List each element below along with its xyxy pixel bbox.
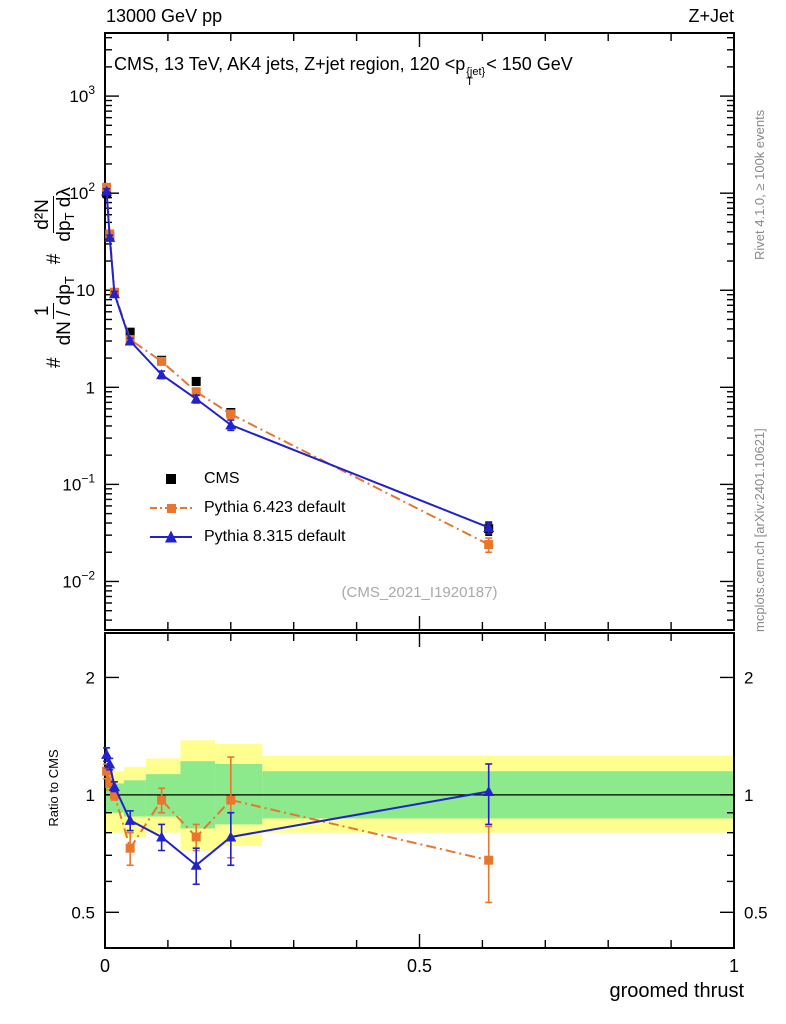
ylabel-frac2-den-text2: dλ — [54, 187, 76, 213]
svg-text:0: 0 — [100, 956, 110, 976]
rivet-version-note: Rivet 4.1.0, ≥ 100k events — [752, 109, 767, 260]
main-y-axis-label: # 1 dN / dpT # d²N dpT dλ — [12, 32, 98, 368]
svg-text:1: 1 — [86, 786, 95, 805]
x-axis-label: groomed thrust — [609, 980, 744, 1002]
ratio-series-pythia8 — [101, 747, 495, 886]
ylabel-hash-2: # — [44, 253, 65, 265]
svg-text:10: 10 — [76, 281, 95, 300]
ylabel-fraction-1: 1 dN / dpT — [31, 273, 79, 348]
legend-label-pythia8: Pythia 8.315 default — [204, 527, 346, 545]
ylabel-frac1-den-sub: T — [62, 276, 78, 285]
svg-text:1: 1 — [86, 378, 95, 397]
legend: CMS Pythia 6.423 default Pythia 8.315 de… — [148, 464, 345, 551]
pythia6-dashdot-square-icon — [150, 503, 192, 513]
svg-text:10−2: 10−2 — [62, 568, 95, 591]
main-series-pythia8 — [101, 185, 495, 535]
legend-label-cms: CMS — [204, 469, 240, 487]
svg-text:0.5: 0.5 — [71, 903, 95, 922]
ylabel-fraction-2: d²N dpT dλ — [31, 184, 79, 244]
ylabel-frac2-den-text: dp — [54, 220, 76, 242]
svg-text:1: 1 — [729, 956, 739, 976]
legend-item-pythia6: Pythia 6.423 default — [148, 493, 345, 522]
ylabel-frac2-denominator: dpT dλ — [54, 184, 78, 244]
ylabel-frac1-den-text: dN / dp — [54, 284, 76, 346]
svg-text:2: 2 — [86, 668, 95, 687]
plot-title-sup: {jet} — [466, 66, 486, 78]
svg-text:2: 2 — [744, 668, 753, 687]
ylabel-frac1-numerator: 1 — [31, 302, 55, 320]
legend-label-pythia6: Pythia 6.423 default — [204, 498, 346, 516]
pythia8-line-triangle-icon — [150, 530, 192, 542]
svg-text:0.5: 0.5 — [744, 903, 768, 922]
pt-jet-supsub: {jet} T — [466, 66, 486, 88]
plot-title-post: < 150 GeV — [486, 54, 573, 74]
ylabel-hash-1: # — [44, 357, 65, 368]
plot-title: CMS, 13 TeV, AK4 jets, Z+jet region, 120… — [114, 54, 573, 88]
legend-item-pythia8: Pythia 8.315 default — [148, 522, 345, 551]
legend-item-cms: CMS — [148, 464, 345, 493]
cms-square-marker-icon — [166, 473, 176, 484]
plot-title-pre: CMS, 13 TeV, AK4 jets, Z+jet region, 120… — [114, 54, 466, 74]
svg-text:1: 1 — [744, 786, 753, 805]
ylabel-frac1-denominator: dN / dpT — [54, 273, 78, 348]
plot-title-sub: T — [466, 76, 473, 88]
svg-text:103: 103 — [69, 83, 95, 106]
svg-text:102: 102 — [69, 180, 95, 203]
header-beam-energy: 13000 GeV pp — [106, 6, 223, 26]
ylabel-frac2-numerator: d²N — [31, 196, 55, 233]
ratio-y-axis-label: Ratio to CMS — [46, 749, 61, 827]
ylabel-frac2-den-sub: T — [62, 212, 78, 221]
svg-text:0.5: 0.5 — [407, 956, 432, 976]
header-process: Z+Jet — [688, 6, 734, 26]
svg-text:10−1: 10−1 — [62, 471, 95, 494]
analysis-id-watermark: (CMS_2021_I1920187) — [341, 584, 498, 601]
mcplots-attribution: mcplots.cern.ch [arXiv:2401.10621] — [752, 428, 767, 632]
